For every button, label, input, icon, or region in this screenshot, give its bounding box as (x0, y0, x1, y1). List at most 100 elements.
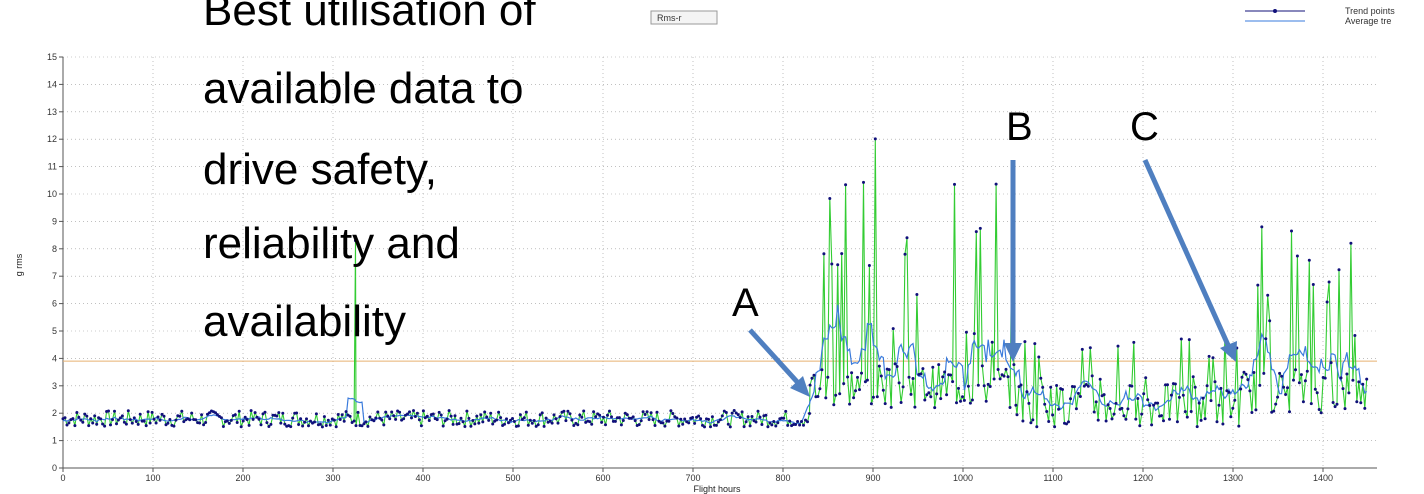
trend-point (679, 417, 683, 421)
trend-point (1250, 411, 1254, 414)
trend-point (1331, 401, 1335, 404)
trend-point (984, 399, 988, 403)
y-tick-label: 7 (52, 271, 57, 281)
x-tick-label: 1200 (1133, 473, 1153, 483)
y-tick-label: 6 (52, 299, 57, 309)
trend-point (505, 417, 508, 421)
trend-point (1162, 419, 1165, 423)
trend-point (564, 419, 568, 423)
trend-point (1008, 406, 1012, 409)
trend-point (138, 412, 142, 416)
trend-point (435, 418, 439, 422)
trend-point (443, 419, 447, 423)
trend-point (229, 418, 233, 422)
trend-point (1351, 378, 1355, 382)
trend-point (1098, 377, 1102, 381)
trend-point (301, 424, 305, 428)
trend-point (877, 364, 881, 368)
trend-point (465, 409, 469, 413)
trend-point (134, 420, 138, 423)
trend-point (661, 421, 665, 425)
trend-point (675, 416, 679, 420)
trend-point (606, 413, 609, 417)
trend-point (107, 409, 110, 413)
trend-point (931, 365, 935, 369)
trend-point (516, 424, 520, 428)
trend-point (503, 422, 506, 426)
trend-point (774, 424, 778, 428)
trend-point (598, 413, 602, 417)
trend-point (1205, 384, 1209, 388)
trend-point (943, 370, 947, 374)
trend-point (959, 399, 962, 403)
trend-point (1319, 411, 1323, 415)
trend-point (742, 425, 746, 429)
trend-point (190, 411, 194, 415)
trend-point (608, 409, 611, 413)
trend-point (1074, 407, 1078, 411)
trend-point (348, 414, 352, 418)
trend-point (1104, 419, 1108, 423)
y-tick-label: 8 (52, 244, 57, 254)
trend-point (344, 410, 348, 414)
trend-point (352, 419, 356, 423)
trend-point (314, 412, 318, 416)
legend-item-trend-points: Trend points (1245, 6, 1395, 16)
trend-point (1213, 380, 1217, 384)
trend-point (826, 375, 830, 379)
trend-point (1112, 412, 1116, 416)
trend-point (953, 182, 956, 186)
trend-point (740, 410, 744, 414)
trend-point (87, 424, 91, 428)
trend-point (818, 387, 822, 391)
trend-point (303, 420, 307, 424)
trend-point (1301, 400, 1305, 404)
trend-point (144, 424, 148, 428)
trend-point (697, 414, 701, 418)
trend-point (1021, 419, 1025, 423)
trend-point (402, 417, 406, 421)
trend-point (786, 423, 790, 427)
trend-point (796, 420, 800, 423)
trend-point (558, 415, 562, 419)
trend-point (893, 362, 897, 366)
series (61, 137, 1369, 429)
trend-point (307, 424, 310, 428)
trend-point (487, 418, 491, 422)
trend-point (489, 411, 493, 415)
trend-point (949, 373, 953, 377)
trend-point (1012, 363, 1016, 367)
trend-point (913, 405, 917, 409)
trend-point (945, 393, 949, 397)
trend-point (507, 421, 510, 425)
trend-point (214, 411, 217, 415)
x-tick-label: 400 (415, 473, 430, 483)
trend-point (1229, 415, 1233, 419)
trend-point (168, 418, 172, 421)
trend-point (978, 226, 982, 230)
trend-point (1134, 417, 1138, 421)
trend-point (328, 423, 332, 427)
trend-point (291, 416, 295, 420)
trend-point (356, 410, 360, 414)
legend-label-average-trend: Average tre (1345, 16, 1391, 26)
trend-point (1150, 423, 1154, 427)
trend-point (671, 412, 675, 415)
series-average-line (62, 304, 1368, 425)
trend-point (1347, 391, 1351, 395)
trend-point (1221, 422, 1225, 426)
trend-point (95, 422, 99, 426)
trend-point (1317, 408, 1321, 411)
slide-text-line-3: drive safety, (203, 145, 437, 194)
trend-point (1256, 283, 1260, 287)
trend-point (738, 416, 742, 419)
trend-point (766, 425, 770, 429)
trend-point (1292, 378, 1295, 382)
trend-point (194, 418, 198, 422)
trend-point (1015, 413, 1019, 417)
trend-point (1110, 417, 1114, 421)
trend-point (957, 386, 960, 390)
trend-point (1183, 410, 1187, 414)
trend-point (1124, 417, 1128, 421)
trend-point (653, 424, 657, 427)
